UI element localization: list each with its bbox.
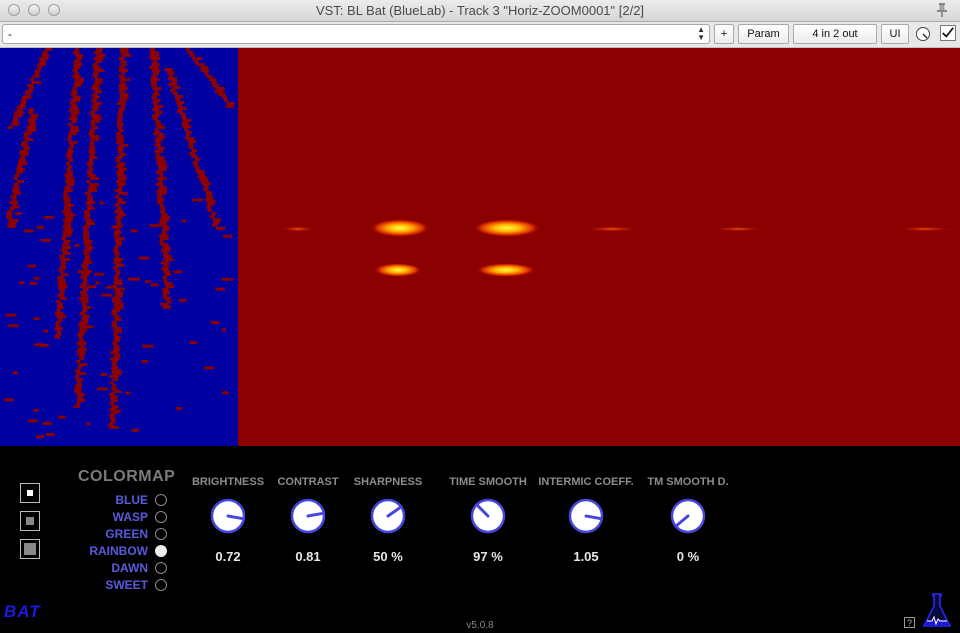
sharpness-value: 50 % <box>373 549 403 564</box>
tm-smooth-d-knob[interactable] <box>669 497 707 535</box>
colormap-radio-green[interactable] <box>155 528 167 540</box>
intermic-coeff-label: INTERMIC COEFF. <box>538 476 634 488</box>
hotspot-3 <box>374 263 422 277</box>
time-smooth-label: TIME SMOOTH <box>449 476 527 488</box>
pin-icon[interactable] <box>934 2 950 18</box>
spectrogram-view[interactable] <box>0 48 960 446</box>
view-large-button[interactable] <box>20 539 40 559</box>
colormap-radio-rainbow[interactable] <box>155 545 167 557</box>
preset-select[interactable]: - ▲ ▼ <box>2 24 710 44</box>
add-preset-button[interactable]: + <box>714 24 734 44</box>
tm-smooth-d-value: 0 % <box>676 549 700 564</box>
hotspot-2 <box>473 219 541 237</box>
colormap-option-green[interactable]: GREEN <box>105 527 148 541</box>
colormap-title: COLORMAP <box>78 468 176 485</box>
faint-band-1 <box>280 226 316 232</box>
colormap-radio-sweet[interactable] <box>155 579 167 591</box>
select-arrows-icon: ▲ ▼ <box>697 25 705 42</box>
checkmark-icon <box>942 27 954 38</box>
preset-value: - <box>8 27 12 41</box>
colormap-radio-wasp[interactable] <box>155 511 167 523</box>
waterfall-panel <box>0 48 238 446</box>
faint-band-4 <box>895 226 955 232</box>
hotspot-4 <box>476 263 536 277</box>
view-small-button[interactable] <box>20 483 40 503</box>
sharpness-label: SHARPNESS <box>353 476 423 488</box>
waterfall-traces <box>4 48 236 439</box>
bypass-checkbox[interactable] <box>940 25 956 41</box>
time-smooth-value: 97 % <box>473 549 503 564</box>
colormap-radio-blue[interactable] <box>155 494 167 506</box>
ui-button[interactable]: UI <box>881 24 909 44</box>
zoom-window-button[interactable] <box>48 4 60 16</box>
colormap-radio-dawn[interactable] <box>155 562 167 574</box>
view-medium-button[interactable] <box>20 511 40 531</box>
colormap-option-rainbow[interactable]: RAINBOW <box>89 544 148 558</box>
cpu-meter-icon[interactable] <box>915 26 931 42</box>
colormap-option-dawn[interactable]: DAWN <box>111 561 148 575</box>
host-toolbar: - ▲ ▼ + Param 4 in 2 out UI <box>0 22 960 48</box>
brightness-label: BRIGHTNESS <box>191 476 265 488</box>
bluelab-flask-icon <box>922 593 952 627</box>
sharpness-knob[interactable] <box>369 497 407 535</box>
brightness-knob[interactable] <box>209 497 247 535</box>
intermic-coeff-value: 1.05 <box>573 549 599 564</box>
param-button[interactable]: Param <box>738 24 789 44</box>
colormap-option-blue[interactable]: BLUE <box>115 493 148 507</box>
io-button[interactable]: 4 in 2 out <box>793 24 877 44</box>
minimize-window-button[interactable] <box>28 4 40 16</box>
contrast-knob[interactable] <box>289 497 327 535</box>
close-window-button[interactable] <box>8 4 20 16</box>
contrast-label: CONTRAST <box>277 476 339 488</box>
version-label: v5.0.8 <box>466 620 494 631</box>
contrast-value: 0.81 <box>295 549 321 564</box>
intermic-coeff-knob[interactable] <box>567 497 605 535</box>
time-smooth-knob[interactable] <box>469 497 507 535</box>
faint-band-2 <box>584 226 640 232</box>
faint-band-3 <box>712 226 764 232</box>
brightness-value: 0.72 <box>215 549 241 564</box>
window-titlebar: VST: BL Bat (BlueLab) - Track 3 "Horiz-Z… <box>0 0 960 22</box>
hotspot-1 <box>370 219 430 237</box>
window-title: VST: BL Bat (BlueLab) - Track 3 "Horiz-Z… <box>315 3 645 18</box>
tm-smooth-d-label: TM SMOOTH D. <box>647 476 729 488</box>
plugin-logo: BAT <box>4 602 41 621</box>
help-button[interactable]: ? <box>904 617 915 628</box>
colormap-option-sweet[interactable]: SWEET <box>105 578 148 592</box>
colormap-option-wasp[interactable]: WASP <box>112 510 148 524</box>
